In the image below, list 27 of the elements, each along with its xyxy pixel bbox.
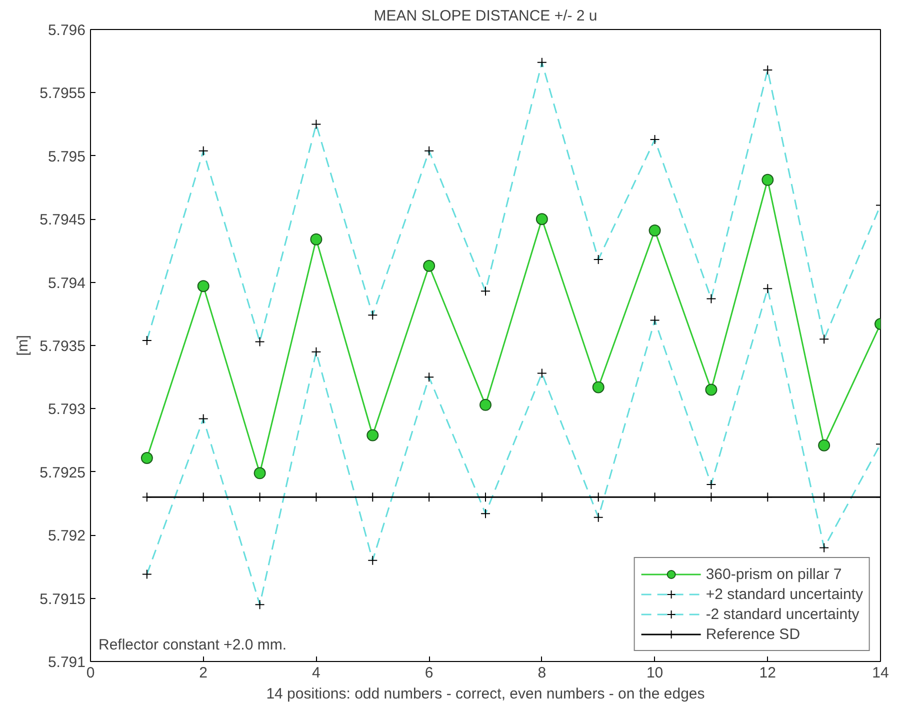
x-tick-label: 6 xyxy=(424,664,434,682)
chart-title: MEAN SLOPE DISTANCE +/- 2 u xyxy=(374,8,598,24)
y-tick-label: 5.7935 xyxy=(40,338,86,355)
y-tick-label: 5.795 xyxy=(48,148,86,166)
y-axis-title: [m] xyxy=(14,335,32,356)
y-tick-label: 5.793 xyxy=(48,401,86,418)
y-tick-label: 5.794 xyxy=(48,274,86,292)
y-tick-label: 5.796 xyxy=(48,22,86,39)
x-axis-title: 14 positions: odd numbers - correct, even numbers - on the edges xyxy=(266,686,705,702)
legend-label: +2 standard uncertainty xyxy=(706,586,863,602)
x-tick-label: 2 xyxy=(199,664,208,682)
y-tick-label: 5.7915 xyxy=(40,590,86,608)
x-tick-label: 0 xyxy=(86,664,95,682)
y-tick-label: 5.7945 xyxy=(40,212,86,229)
legend-label: Reference SD xyxy=(706,626,800,642)
annotation: Reflector constant +2.0 mm. xyxy=(98,636,286,654)
x-tick-label: 14 xyxy=(872,664,889,682)
x-tick-label: 10 xyxy=(646,664,664,682)
legend-label: -2 standard uncertainty xyxy=(706,606,860,622)
y-tick-label: 5.7955 xyxy=(40,85,86,102)
x-tick-label: 12 xyxy=(759,664,776,682)
y-tick-label: 5.791 xyxy=(48,654,86,671)
y-tick-label: 5.7925 xyxy=(40,464,86,482)
legend-label: 360-prism on pillar 7 xyxy=(706,566,842,582)
x-tick-label: 4 xyxy=(312,664,320,682)
y-tick-label: 5.792 xyxy=(48,528,86,545)
x-tick-label: 8 xyxy=(538,664,546,682)
